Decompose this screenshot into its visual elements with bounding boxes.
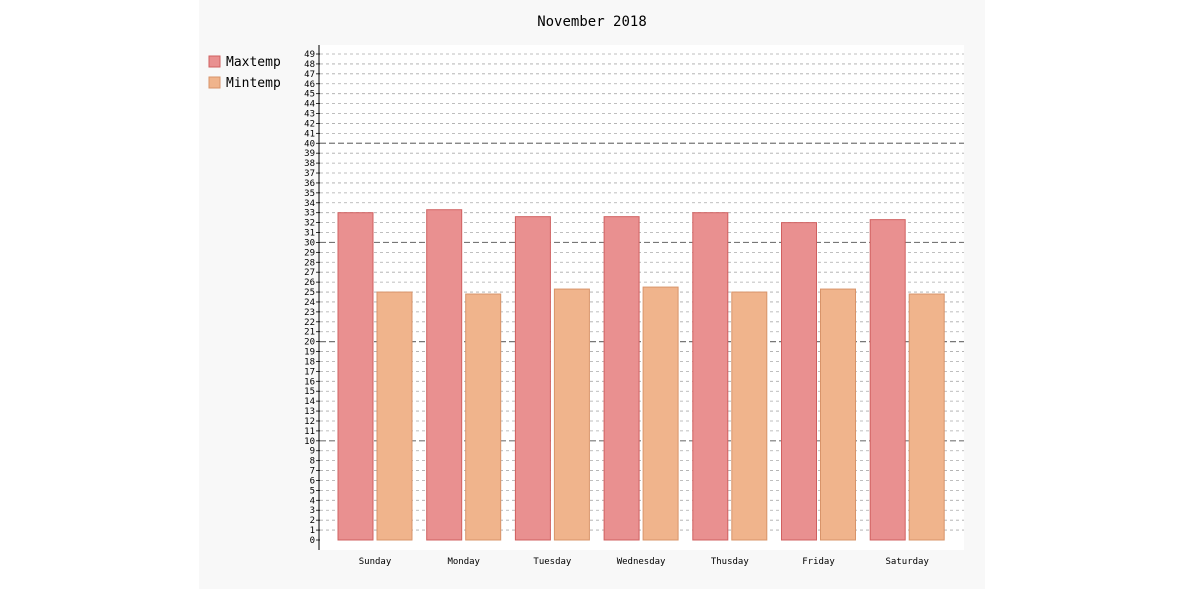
y-tick-label: 1 [310, 526, 315, 536]
x-tick-label: Tuesday [533, 557, 572, 567]
y-tick-label: 44 [304, 100, 315, 110]
y-tick-label: 27 [304, 268, 315, 278]
y-tick-label: 46 [304, 80, 315, 90]
y-tick-label: 39 [304, 149, 315, 159]
y-tick-label: 28 [304, 258, 315, 268]
y-tick-label: 18 [304, 357, 315, 367]
gridlines [320, 53, 964, 531]
legend-swatch-mintemp [208, 76, 221, 89]
y-tick-label: 11 [304, 427, 315, 437]
y-tick-label: 48 [304, 60, 315, 70]
x-tick-label: Friday [802, 557, 835, 567]
y-tick-label: 43 [304, 110, 315, 120]
y-tick-label: 45 [304, 90, 315, 100]
y-tick-label: 10 [304, 437, 315, 447]
y-tick-label: 24 [304, 298, 315, 308]
x-tick-label: Sunday [359, 557, 392, 567]
y-tick-label: 29 [304, 248, 315, 258]
x-tick-label: Wednesday [617, 557, 666, 567]
x-tick-label: Saturday [886, 557, 930, 567]
legend-label-maxtemp: Maxtemp [226, 55, 281, 70]
y-tick-label: 38 [304, 159, 315, 169]
y-tick-label: 15 [304, 387, 315, 397]
y-tick-label: 20 [304, 338, 315, 348]
bar-mintemp-saturday [908, 293, 945, 541]
bar-maxtemp-wednesday [603, 216, 640, 541]
y-tick-label: 3 [310, 506, 315, 516]
y-tick-label: 8 [310, 457, 315, 467]
y-tick-label: 13 [304, 407, 315, 417]
bar-mintemp-tuesday [553, 288, 590, 541]
y-tick-label: 14 [304, 397, 315, 407]
legend: Maxtemp Mintemp [208, 55, 281, 91]
bar-mintemp-thusday [731, 291, 768, 541]
bar-mintemp-friday [820, 288, 856, 541]
y-tick-label: 21 [304, 328, 315, 338]
y-tick-label: 31 [304, 229, 315, 239]
y-tick-label: 32 [304, 219, 315, 229]
bar-maxtemp-sunday [337, 212, 374, 541]
y-tick-label: 33 [304, 209, 315, 219]
legend-label-mintemp: Mintemp [226, 76, 281, 91]
bar-maxtemp-thusday [692, 212, 729, 541]
y-tick-label: 22 [304, 318, 315, 328]
y-tick-label: 7 [310, 467, 315, 477]
bar-maxtemp-tuesday [514, 216, 551, 541]
y-tick-label: 0 [310, 536, 315, 546]
y-tick-label: 35 [304, 189, 315, 199]
y-tick-label: 40 [304, 139, 315, 149]
y-tick-label: 49 [304, 50, 315, 60]
y-tick-label: 5 [310, 486, 315, 496]
y-tick-label: 30 [304, 238, 315, 248]
y-axis: 0123456789101112131415161718192021222324… [304, 45, 320, 550]
plot-area [320, 45, 964, 550]
y-tick-label: 19 [304, 348, 315, 358]
bar-maxtemp-friday [781, 222, 817, 541]
x-tick-label: Monday [447, 557, 480, 567]
y-tick-label: 17 [304, 367, 315, 377]
bar-mintemp-monday [465, 293, 502, 541]
bars [337, 209, 945, 541]
y-tick-label: 41 [304, 129, 315, 139]
y-tick-label: 4 [310, 496, 315, 506]
y-tick-label: 12 [304, 417, 315, 427]
x-axis: Sunday Monday Tuesday Wednesday Thusday Frida… [359, 557, 930, 567]
y-tick-label: 23 [304, 308, 315, 318]
y-tick-label: 16 [304, 377, 315, 387]
bar-maxtemp-saturday [869, 219, 906, 541]
y-tick-label: 2 [310, 516, 315, 526]
y-tick-label: 37 [304, 169, 315, 179]
bar-mintemp-sunday [376, 291, 413, 541]
y-tick-label: 47 [304, 70, 315, 80]
y-tick-label: 26 [304, 278, 315, 288]
y-tick-label: 9 [310, 447, 315, 457]
y-tick-label: 42 [304, 119, 315, 129]
y-tick-label: 25 [304, 288, 315, 298]
y-tick-label: 6 [310, 476, 315, 486]
y-tick-label: 36 [304, 179, 315, 189]
y-tick-label: 34 [304, 199, 315, 209]
x-tick-label: Thusday [711, 557, 750, 567]
bar-maxtemp-monday [426, 209, 463, 541]
bar-mintemp-wednesday [642, 286, 679, 541]
chart-title: November 2018 [537, 14, 647, 30]
legend-swatch-maxtemp [208, 55, 221, 68]
